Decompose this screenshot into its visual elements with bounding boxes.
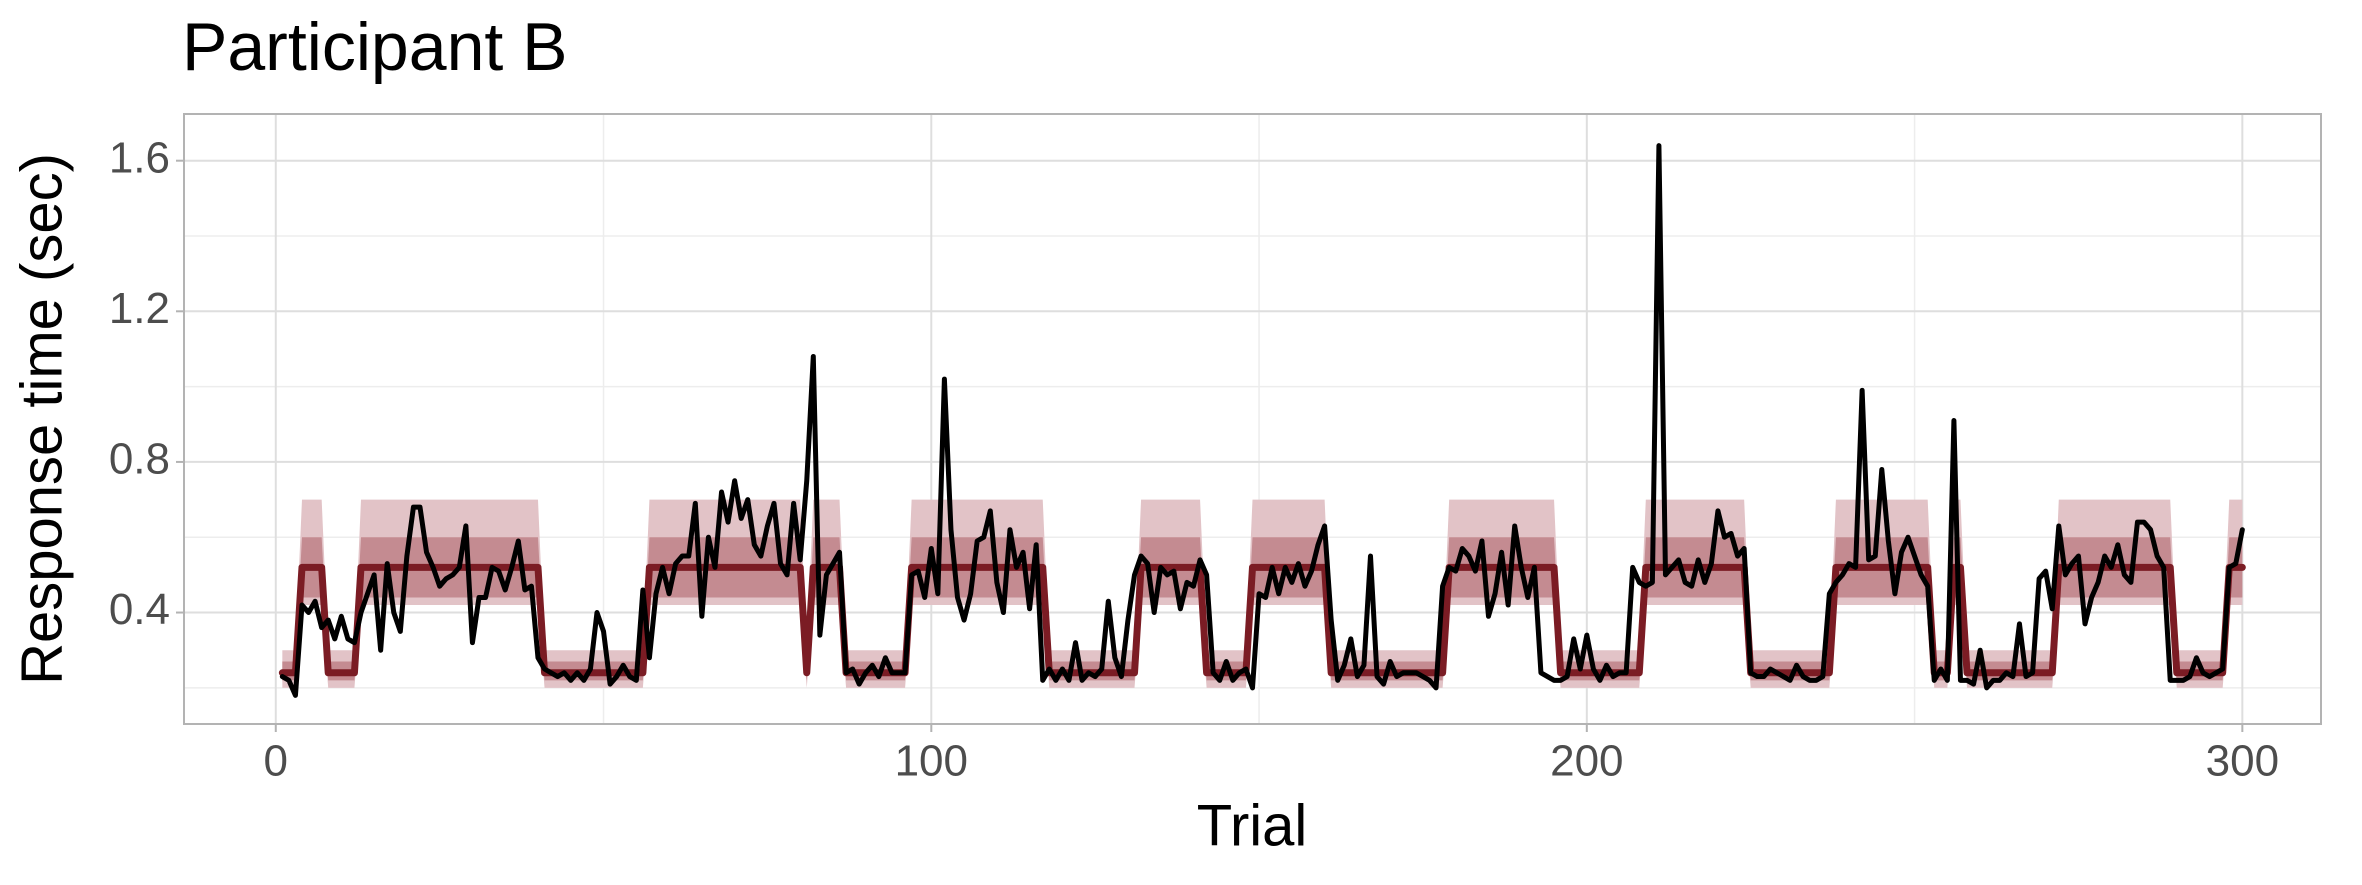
chart-title: Participant B [182,9,568,85]
interval-band [282,537,2243,681]
x-tick-label: 200 [1550,737,1623,786]
panel-border [183,113,2322,725]
x-tick-label: 0 [264,737,288,786]
y-tick-label: 0.4 [109,585,170,634]
series-line [279,143,2245,698]
y-tick-label: 1.6 [109,133,170,182]
x-tick-label: 100 [895,737,968,786]
x-axis-label: Trial [1197,793,1308,858]
x-tick-label: 300 [2206,737,2279,786]
y-tick-label: 0.8 [109,435,170,484]
y-tick-label: 1.2 [109,284,170,333]
y-axis-label: Response time (sec) [9,153,74,685]
